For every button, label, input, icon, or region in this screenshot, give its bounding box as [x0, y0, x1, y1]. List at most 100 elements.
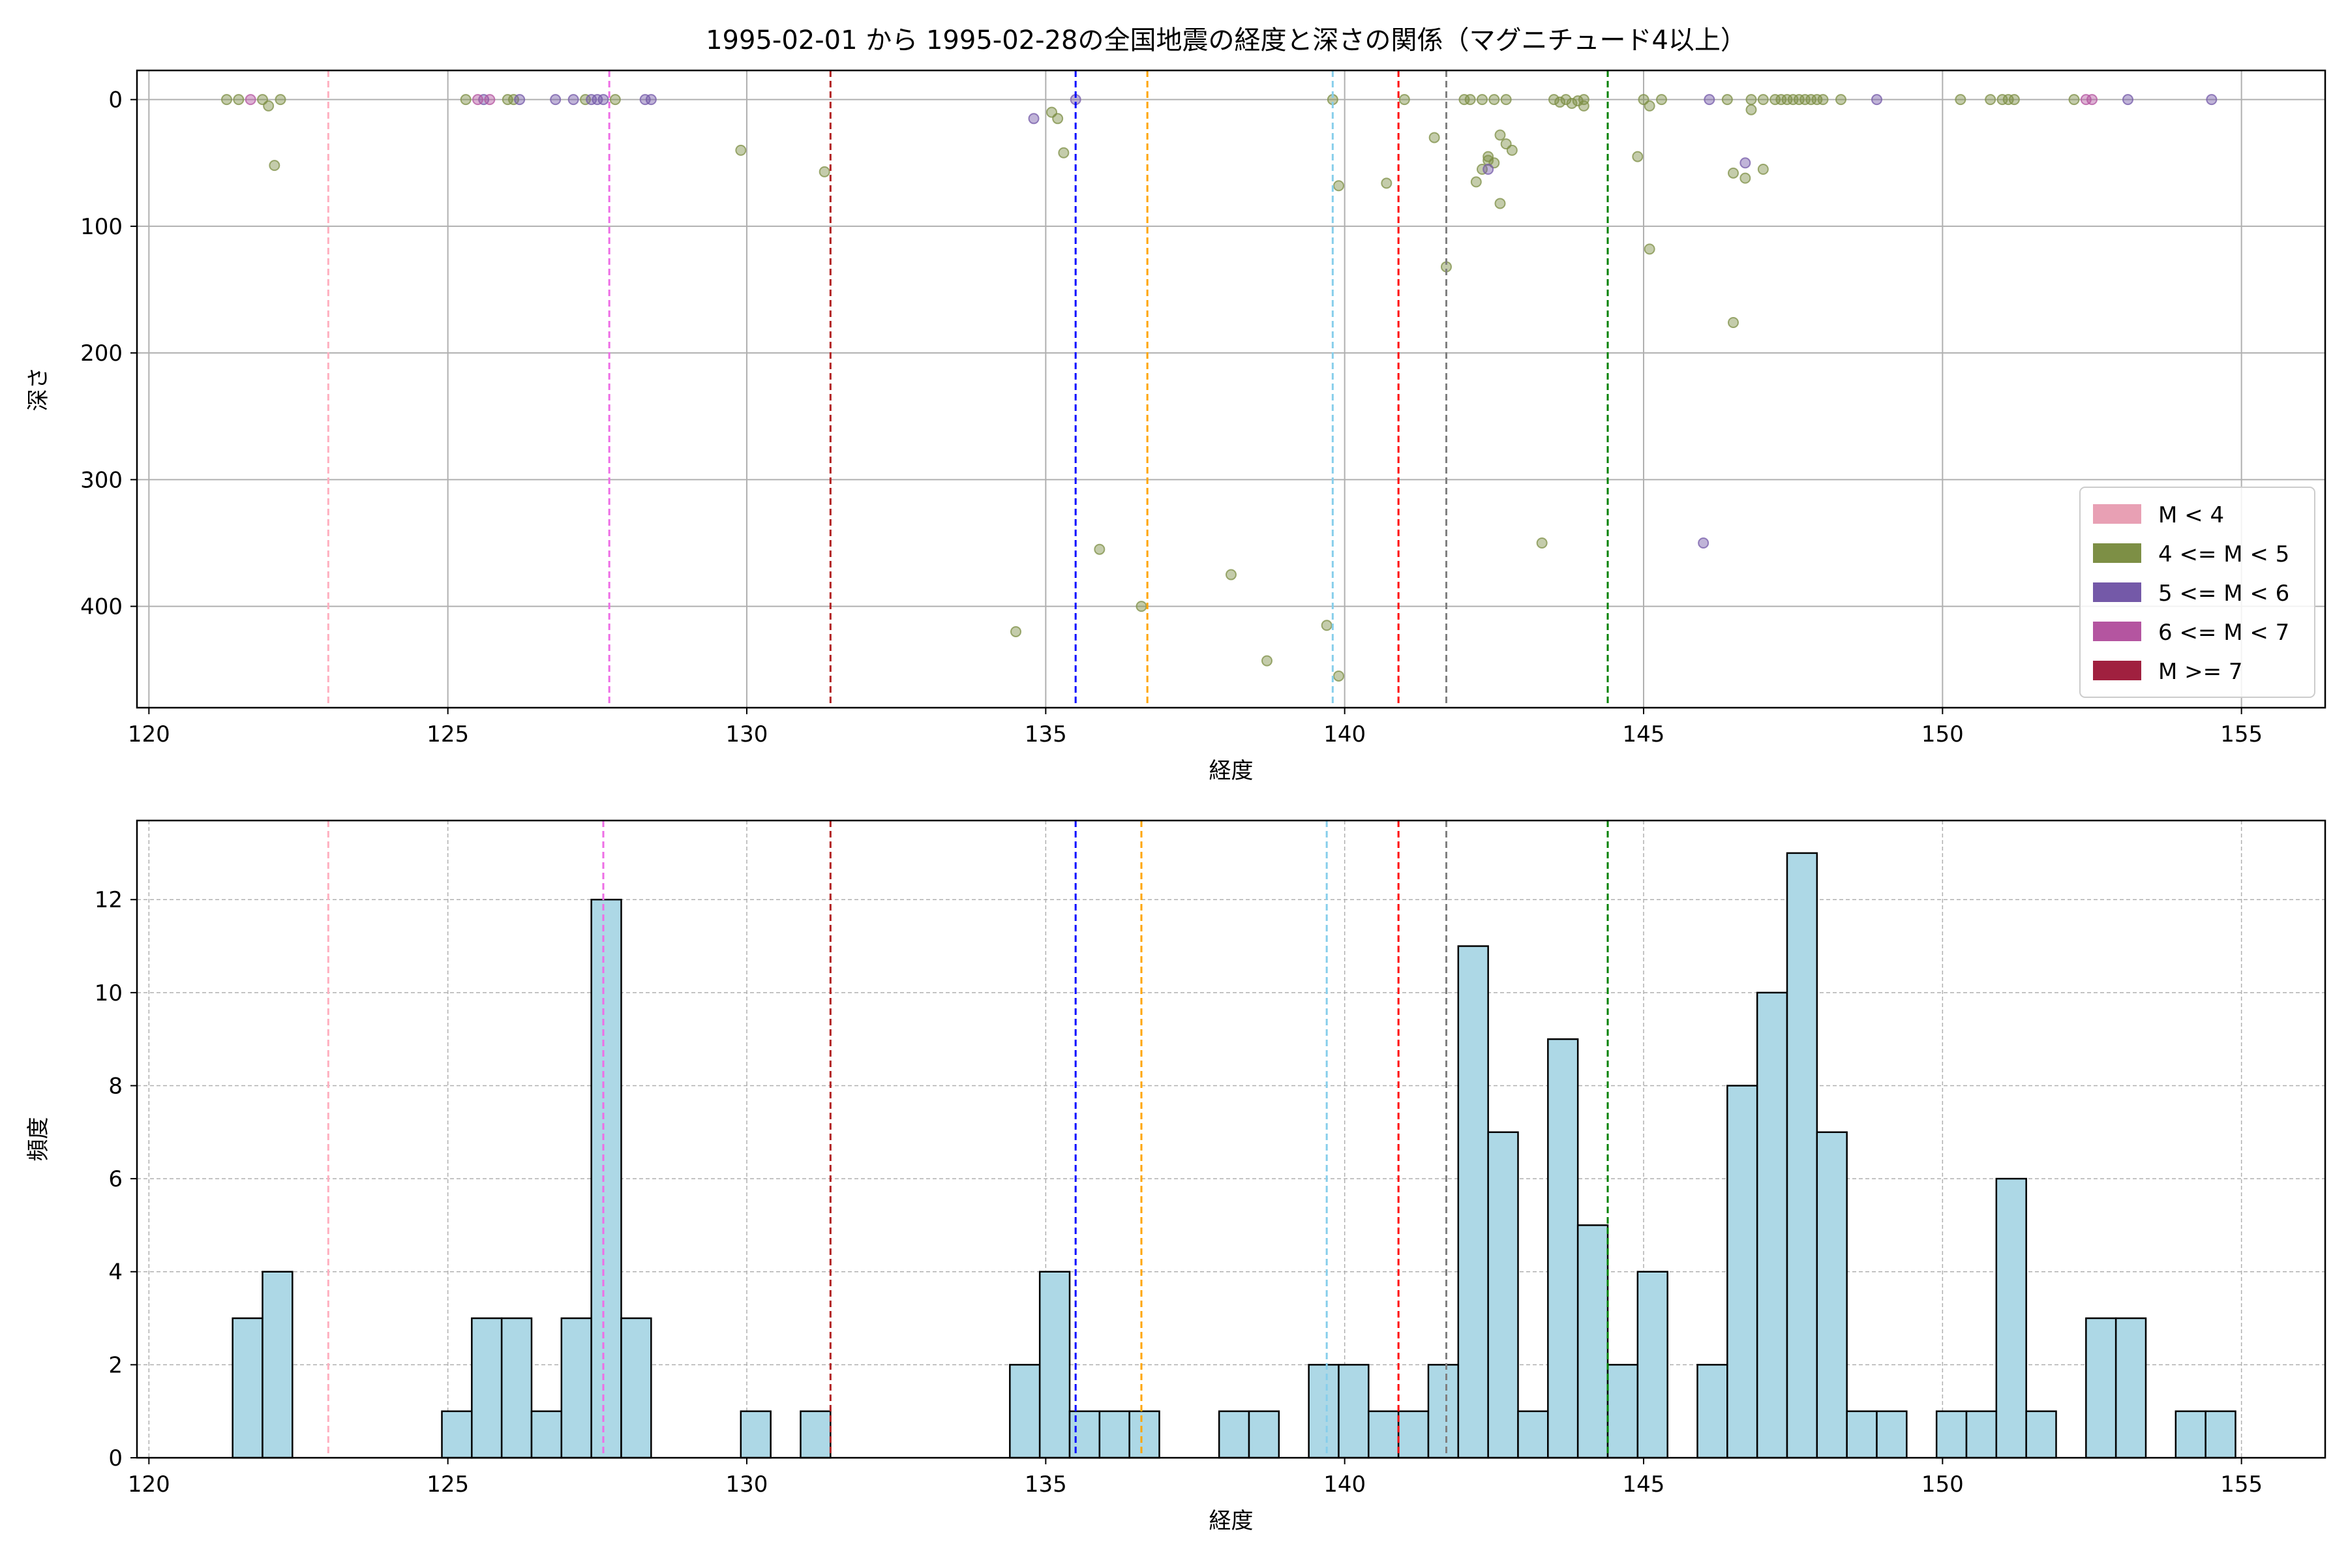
legend-label: 4 <= M < 5	[2158, 541, 2289, 567]
scatter-point	[1739, 157, 1751, 169]
histogram-bar	[1218, 1410, 1250, 1459]
scatter-point	[2086, 94, 2098, 106]
histogram-bar	[530, 1410, 563, 1459]
histogram-bar	[1636, 1271, 1668, 1459]
x-tick-label: 150	[1921, 1471, 1964, 1498]
scatter-point	[1757, 164, 1769, 175]
scatter-point	[1566, 98, 1578, 110]
histogram-bar	[1128, 1410, 1160, 1459]
x-tick-label: 145	[1623, 1471, 1665, 1498]
histogram-bar	[1248, 1410, 1280, 1459]
histogram-bar	[1846, 1410, 1878, 1459]
histogram-bar	[1098, 1410, 1130, 1459]
histogram-panel: 120 125 130 135 140 145 150 155 0 2 4 6 8 10 12 経度 頻度	[25, 819, 2326, 1534]
y-tick-label: 400	[80, 594, 123, 620]
histogram-bar	[1068, 1410, 1101, 1459]
legend-box	[2079, 487, 2315, 698]
histogram-bar	[1876, 1410, 1908, 1459]
y-tick-label: 2	[108, 1352, 123, 1378]
x-tick-label: 130	[726, 1471, 768, 1498]
scatter-point	[1578, 100, 1589, 112]
histogram-bar	[1606, 1364, 1639, 1459]
x-tick-label: 130	[726, 721, 768, 747]
scatter-point	[1464, 94, 1476, 106]
scatter-point	[1333, 180, 1344, 192]
y-tick-label: 10	[95, 980, 123, 1006]
histogram-bar	[1397, 1410, 1430, 1459]
histogram-bar	[2205, 1410, 2236, 1459]
histogram-bar	[1038, 1271, 1071, 1459]
histogram-bar	[560, 1317, 592, 1459]
scatter-point	[1483, 164, 1494, 175]
scatter-point	[1500, 94, 1512, 106]
scatter-point	[1745, 94, 1757, 106]
scatter-point	[269, 160, 280, 172]
histogram-bar	[1427, 1364, 1460, 1459]
scatter-point	[1955, 94, 1966, 106]
scatter-point	[1483, 155, 1494, 166]
scatter-point	[1728, 167, 1739, 179]
scatter-point	[1632, 151, 1644, 162]
y-tick-label: 6	[108, 1166, 123, 1192]
scatter-point	[221, 94, 232, 106]
histogram-bar	[590, 898, 622, 1459]
legend-swatch	[2093, 622, 2141, 641]
histogram-bar	[1935, 1410, 1968, 1459]
histogram-bar	[232, 1317, 263, 1459]
scatter-point	[245, 94, 256, 106]
histogram-bar	[2175, 1410, 2206, 1459]
histogram-bar	[2115, 1317, 2147, 1459]
scatter-point	[1704, 94, 1715, 106]
x-tick-label: 150	[1921, 721, 1964, 747]
histogram-bar	[800, 1410, 832, 1459]
scatter-point	[1494, 129, 1506, 141]
histogram-bar	[1517, 1410, 1549, 1459]
scatter-point	[1028, 113, 1040, 125]
x-axis-label: 経度	[1209, 758, 1254, 784]
scatter-point	[1985, 94, 1996, 106]
scatter-point	[233, 94, 245, 106]
scatter-point	[275, 94, 286, 106]
scatter-point	[1835, 94, 1846, 106]
scatter-point	[1321, 620, 1332, 631]
scatter-point	[1698, 537, 1709, 549]
scatter-point	[550, 94, 562, 106]
scatter-point	[1261, 655, 1272, 667]
histogram-bar	[500, 1317, 533, 1459]
legend-label: M < 4	[2158, 502, 2224, 528]
histogram-bar	[1696, 1364, 1728, 1459]
histogram-bar	[1457, 945, 1489, 1459]
legend-swatch	[2093, 661, 2141, 680]
scatter-point	[1506, 144, 1518, 156]
scatter-point	[1333, 670, 1344, 682]
scatter-point	[1398, 94, 1410, 106]
figure-title: 1995-02-01 から 1995-02-28の全国地震の経度と深さの関係（マ…	[706, 25, 1747, 55]
histogram-bar	[1756, 991, 1788, 1459]
x-tick-label: 140	[1323, 1471, 1366, 1498]
scatter-point	[1488, 94, 1500, 106]
x-tick-label: 125	[427, 721, 469, 747]
scatter-point	[1817, 94, 1829, 106]
scatter-point	[609, 94, 621, 106]
scatter-point	[2068, 94, 2080, 106]
histogram-bar	[2025, 1410, 2057, 1459]
scatter-point	[597, 94, 609, 106]
scatter-point	[2206, 94, 2218, 106]
x-tick-label: 120	[128, 721, 170, 747]
legend-label: M >= 7	[2158, 659, 2243, 685]
scatter-point	[1548, 94, 1559, 106]
scatter-point	[1536, 537, 1548, 549]
legend-label: 5 <= M < 6	[2158, 580, 2289, 607]
scatter-point	[1644, 243, 1655, 255]
scatter-point	[1052, 113, 1064, 125]
scatter-point	[567, 94, 579, 106]
histogram-bar	[1368, 1410, 1400, 1459]
scatter-point	[1871, 94, 1882, 106]
scatter-point	[819, 166, 830, 177]
scatter-point	[1757, 94, 1769, 106]
scatter-point	[1554, 97, 1566, 108]
histogram-bar	[1726, 1085, 1758, 1459]
y-axis-label: 深さ	[25, 367, 52, 412]
